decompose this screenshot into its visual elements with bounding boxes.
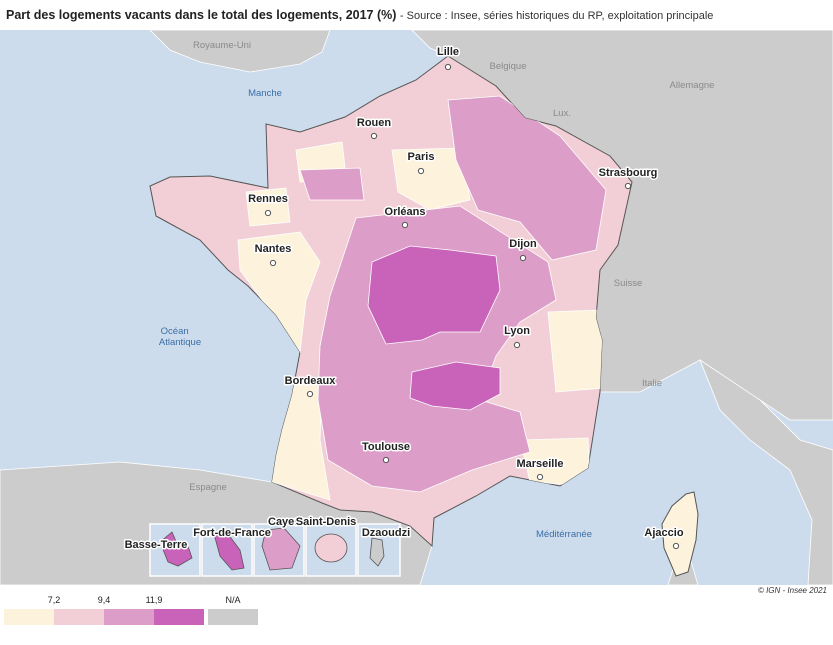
marker-strasbourg xyxy=(624,182,632,190)
city-rouen: Rouen xyxy=(357,117,392,129)
marker-ajaccio xyxy=(672,542,680,550)
legend-na-label: N/A xyxy=(225,595,241,605)
label-royaume-uni: Royaume-Uni xyxy=(193,40,251,51)
city-lille: Lille xyxy=(437,46,459,58)
source-text: - Source : Insee, séries historiques du … xyxy=(399,10,714,22)
city-markers xyxy=(264,63,680,550)
copyright-credit: © IGN - Insee 2021 xyxy=(757,586,827,595)
region-high-limousin xyxy=(367,245,501,345)
city-rennes: Rennes xyxy=(248,193,288,205)
label-ocean-line1: Océan xyxy=(161,326,189,337)
label-italie: Italie xyxy=(642,378,662,389)
marker-lille xyxy=(444,63,452,71)
city-dijon: Dijon xyxy=(509,238,537,250)
city-toulouse: Toulouse xyxy=(362,441,410,453)
marker-marseille xyxy=(536,473,544,481)
label-allemagne: Allemagne xyxy=(670,80,715,91)
city-strasbourg: Strasbourg xyxy=(599,167,658,179)
martinique-island xyxy=(213,533,245,571)
choropleth-map[interactable]: Royaume-Uni Belgique Allemagne Lux. Suis… xyxy=(0,30,833,585)
marker-rouen xyxy=(370,132,378,140)
region-high-auvergne xyxy=(409,361,501,411)
label-espagne: Espagne xyxy=(189,482,227,493)
region-low-paris xyxy=(391,147,471,211)
overseas-dzaoudzi: Dzaoudzi xyxy=(362,527,410,539)
britain-land xyxy=(149,30,331,73)
marker-dijon xyxy=(519,254,527,262)
label-lux: Lux. xyxy=(553,108,571,119)
legend-break-2: 9,4 xyxy=(97,595,111,605)
legend-swatch-class3 xyxy=(104,609,154,625)
marker-orleans xyxy=(401,221,409,229)
guyane-territory xyxy=(261,527,301,571)
city-ajaccio: Ajaccio xyxy=(644,527,683,539)
legend-swatch-class2 xyxy=(54,609,104,625)
corsica xyxy=(661,491,699,577)
marker-bordeaux xyxy=(306,390,314,398)
legend-swatch-class4 xyxy=(154,609,204,625)
label-ocean-line2: Atlantique xyxy=(159,337,201,348)
map-title: Part des logements vacants dans le total… xyxy=(6,8,713,22)
legend-break-1: 7,2 xyxy=(47,595,61,605)
label-suisse: Suisse xyxy=(614,278,643,289)
region-low-alps xyxy=(547,309,605,393)
marker-rennes xyxy=(264,209,272,217)
region-low-rennes xyxy=(245,187,291,227)
inset-saint-denis xyxy=(305,523,357,577)
overseas-insets xyxy=(149,523,401,577)
city-paris: Paris xyxy=(408,151,435,163)
city-bordeaux: Bordeaux xyxy=(285,375,337,387)
italy-boot xyxy=(699,358,833,585)
label-ocean: Océan Atlantique xyxy=(159,326,201,348)
marker-nantes xyxy=(269,259,277,267)
legend-swatch-class1 xyxy=(4,609,54,625)
title-text: Part des logements vacants dans le total… xyxy=(6,8,397,22)
legend: 7,2 9,4 11,9 N/A xyxy=(4,595,264,635)
label-manche: Manche xyxy=(248,88,282,99)
city-lyon: Lyon xyxy=(504,325,530,337)
city-nantes: Nantes xyxy=(255,243,292,255)
overseas-cayenne: Cayenne xyxy=(268,516,314,528)
label-mediterranee: Méditérranée xyxy=(536,529,592,540)
legend-swatch-na xyxy=(208,609,258,625)
region-mid-brittany xyxy=(299,167,365,201)
legend-break-3: 11,9 xyxy=(145,595,163,605)
mayotte-island xyxy=(369,537,385,567)
overseas-fort-de-france: Fort-de-France xyxy=(193,527,271,539)
marker-toulouse xyxy=(382,456,390,464)
label-belgique: Belgique xyxy=(490,61,527,72)
city-marseille: Marseille xyxy=(516,458,563,470)
city-orleans: Orléans xyxy=(385,206,426,218)
overseas-basse-terre: Basse-Terre xyxy=(125,539,188,551)
overseas-saint-denis: Saint-Denis xyxy=(296,516,357,528)
marker-lyon xyxy=(513,341,521,349)
reunion-island xyxy=(314,533,348,563)
basse-terre-island xyxy=(159,531,193,567)
marker-paris xyxy=(417,167,425,175)
region-low-west xyxy=(237,231,321,354)
